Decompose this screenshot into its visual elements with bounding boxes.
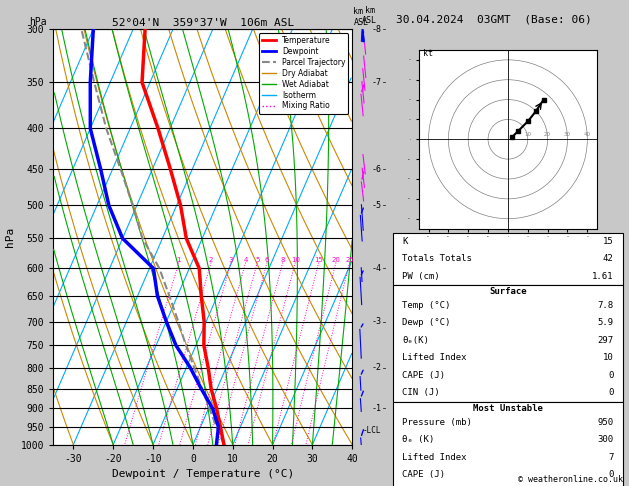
Text: CAPE (J): CAPE (J) <box>403 470 445 479</box>
Text: © weatheronline.co.uk: © weatheronline.co.uk <box>518 474 623 484</box>
Text: -3: -3 <box>372 317 382 326</box>
Text: -2: -2 <box>372 363 382 372</box>
Y-axis label: hPa: hPa <box>6 227 15 247</box>
Text: kt: kt <box>423 49 433 58</box>
Text: -4: -4 <box>372 264 382 273</box>
Text: θₑ(K): θₑ(K) <box>403 336 429 345</box>
X-axis label: Dewpoint / Temperature (°C): Dewpoint / Temperature (°C) <box>112 469 294 479</box>
Text: CIN (J): CIN (J) <box>403 388 440 397</box>
Text: 10: 10 <box>603 353 613 362</box>
Text: 5.9: 5.9 <box>598 318 613 327</box>
Text: Temp (°C): Temp (°C) <box>403 301 451 310</box>
Text: Lifted Index: Lifted Index <box>403 452 467 462</box>
Polygon shape <box>361 22 365 42</box>
Text: PW (cm): PW (cm) <box>403 272 440 281</box>
Text: 7.8: 7.8 <box>598 301 613 310</box>
Text: 1.61: 1.61 <box>592 272 613 281</box>
Text: 297: 297 <box>598 336 613 345</box>
Text: 5: 5 <box>255 257 260 262</box>
Text: 10: 10 <box>291 257 300 262</box>
Legend: Temperature, Dewpoint, Parcel Trajectory, Dry Adiabat, Wet Adiabat, Isotherm, Mi: Temperature, Dewpoint, Parcel Trajectory… <box>259 33 348 114</box>
Text: -6: -6 <box>372 165 382 174</box>
Text: 10: 10 <box>524 132 532 137</box>
Text: 300: 300 <box>598 435 613 444</box>
Text: 0: 0 <box>608 388 613 397</box>
Text: 0: 0 <box>608 370 613 380</box>
Text: 950: 950 <box>598 417 613 427</box>
Bar <box>393 285 623 402</box>
Text: 20: 20 <box>544 132 551 137</box>
Text: Most Unstable: Most Unstable <box>473 404 543 413</box>
Text: -LCL: -LCL <box>363 426 382 435</box>
Text: Lifted Index: Lifted Index <box>403 353 467 362</box>
Text: 15: 15 <box>603 237 613 246</box>
Text: Pressure (mb): Pressure (mb) <box>403 417 472 427</box>
Text: 15: 15 <box>314 257 323 262</box>
Text: 6: 6 <box>265 257 269 262</box>
Text: CAPE (J): CAPE (J) <box>403 370 445 380</box>
Text: 30.04.2024  03GMT  (Base: 06): 30.04.2024 03GMT (Base: 06) <box>396 14 592 24</box>
Text: 7: 7 <box>608 452 613 462</box>
Text: 42: 42 <box>603 255 613 263</box>
Text: Dewp (°C): Dewp (°C) <box>403 318 451 327</box>
Text: 25: 25 <box>345 257 354 262</box>
Text: 3: 3 <box>229 257 233 262</box>
Text: km
ASL: km ASL <box>353 7 369 27</box>
Text: -7: -7 <box>372 78 382 87</box>
Text: K: K <box>403 237 408 246</box>
Title: 52°04'N  359°37'W  106m ASL: 52°04'N 359°37'W 106m ASL <box>112 18 294 28</box>
Bar <box>393 233 623 285</box>
Text: -1: -1 <box>372 404 382 413</box>
Text: 0: 0 <box>608 470 613 479</box>
Text: km
ASL: km ASL <box>362 6 377 25</box>
Text: Surface: Surface <box>489 287 526 296</box>
Text: -5: -5 <box>372 201 382 210</box>
Text: 2: 2 <box>209 257 213 262</box>
Text: Totals Totals: Totals Totals <box>403 255 472 263</box>
Text: 20: 20 <box>331 257 340 262</box>
Text: 40: 40 <box>584 132 591 137</box>
Text: 8: 8 <box>281 257 285 262</box>
Text: θₑ (K): θₑ (K) <box>403 435 435 444</box>
Text: hPa: hPa <box>30 17 47 27</box>
Text: 4: 4 <box>243 257 248 262</box>
Text: 30: 30 <box>564 132 571 137</box>
Bar <box>393 402 623 486</box>
Text: -8: -8 <box>372 25 382 34</box>
Text: 1: 1 <box>177 257 181 262</box>
